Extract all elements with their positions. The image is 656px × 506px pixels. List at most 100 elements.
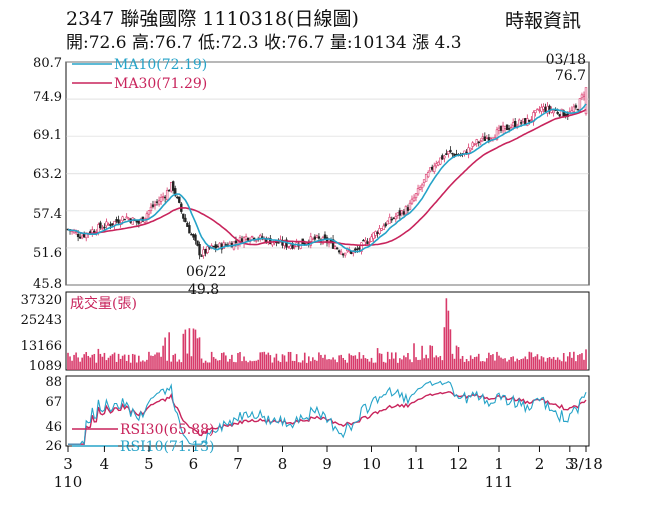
volume-bar [392,358,395,370]
volume-bar [227,361,229,370]
volume-bar [403,355,405,370]
candle-body [398,210,402,216]
volume-bar [401,359,403,370]
volume-bar [251,361,253,370]
candle-body [424,174,428,182]
xtick-label: 3 [565,455,575,473]
volume-bar [394,352,397,370]
ytick-label: 25243 [21,313,62,328]
volume-bar [71,360,73,370]
candle-body [556,111,559,114]
candle-body [155,201,159,203]
volume-bar [235,362,237,370]
volume-bar [192,328,195,370]
candle-body [149,206,153,211]
volume-bar [239,352,241,370]
volume-bar [382,361,385,370]
volume-bar [516,358,519,370]
volume-bar [127,354,130,370]
candle-body [358,247,361,250]
volume-bar [113,352,116,370]
volume-bar [411,362,413,370]
candle-body [323,234,327,239]
candle-body [378,228,381,234]
candle-body [182,213,185,219]
volume-bar [496,351,498,370]
candle-body [246,237,250,241]
ytick-label: 67 [45,395,62,410]
volume-bar [498,355,500,370]
candle-body [477,141,480,144]
volume-bar [172,355,175,370]
volume-bar [390,352,393,370]
volume-bar [164,337,166,370]
candle-body [550,110,553,113]
volume-bar [87,355,90,370]
volume-bar [299,362,302,370]
candle-body [422,179,426,184]
candle-body [481,136,485,140]
candle-body [400,210,404,214]
candle-body [380,228,383,231]
volume-bar [316,360,318,370]
volume-bar [150,355,152,370]
candle-body [574,105,578,108]
volume-bar [585,349,587,370]
volume-bar [271,362,274,370]
candle-body [356,248,359,250]
volume-bar [186,353,189,370]
volume-bar [457,347,460,370]
candle-body [153,203,157,206]
volume-bar [569,352,571,370]
candle-body [165,190,169,201]
volume-bar [312,357,314,370]
ytick-label: 51.6 [33,246,62,261]
volume-bar [287,351,290,370]
candle-body [542,106,545,110]
candle-body [507,128,511,130]
volume-bar [212,357,215,370]
candle-body [315,235,319,238]
volume-bar [413,343,415,370]
ytick-label: 80.7 [33,56,62,71]
candle-body [194,234,197,241]
xtick-label: 12 [449,455,468,473]
candle-body [520,122,523,124]
ytick-label: 74.9 [33,90,62,105]
candle-body [313,236,317,240]
volume-bar [346,362,349,370]
volume-bar [439,355,442,370]
candle-body [293,245,296,248]
volume-bar [415,357,417,370]
candle-body [552,110,555,114]
volume-bar [204,360,207,370]
volume-bar [220,352,223,370]
candle-body [107,223,110,226]
volume-bar [386,351,389,370]
volume-bar [214,358,217,370]
volume-bar [425,354,427,370]
candle-body [344,252,347,256]
volume-bar [196,338,199,370]
volume-bar [93,353,96,370]
xtick-label: 10 [362,455,381,473]
candle-body [445,153,448,155]
price-legend: MA10(72.19) MA30(71.29) [72,57,207,92]
volume-bar [332,357,334,370]
candle-body [115,219,118,222]
volume-bar [273,357,276,370]
ytick-label: 88 [45,375,62,390]
volume-bar [419,359,421,370]
candle-body [495,129,499,141]
candle-body [540,106,543,112]
volume-bar [577,355,579,370]
volume-bar [380,353,383,370]
volume-bar [267,352,270,370]
volume-bar [554,359,557,370]
candle-body [244,236,248,240]
candle-body [109,224,112,227]
volume-bar [575,361,577,370]
volume-bar [524,356,527,370]
volume-bar [190,356,193,370]
candle-body [198,244,201,256]
